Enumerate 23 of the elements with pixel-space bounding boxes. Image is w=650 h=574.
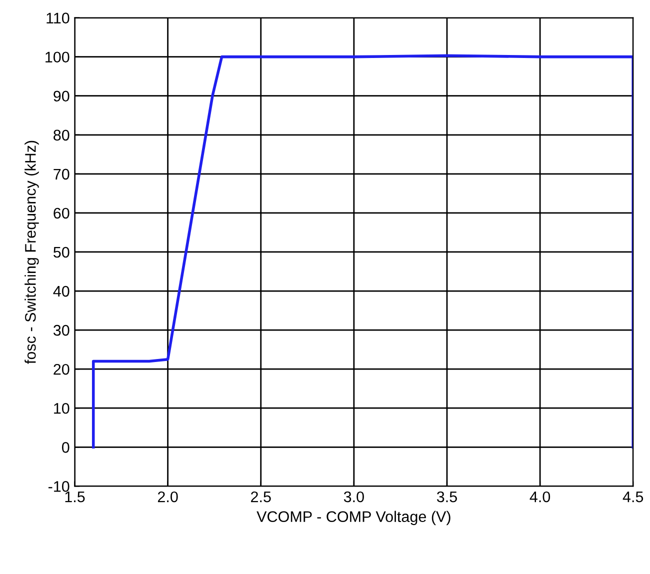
y-tick-label: 110 bbox=[46, 12, 70, 24]
y-tick-label: 70 bbox=[54, 168, 70, 180]
line-series bbox=[92, 54, 634, 449]
y-tick-label: 30 bbox=[53, 324, 70, 336]
y-tick-label: 10 bbox=[54, 402, 70, 414]
x-tick-label: 4.5 bbox=[622, 492, 644, 502]
y-tick-label: 90 bbox=[54, 90, 70, 102]
x-axis-title: VCOMP - COMP Voltage (V) bbox=[256, 510, 450, 526]
x-tick-label: 2.5 bbox=[251, 491, 271, 502]
y-tick-label: 20 bbox=[54, 364, 70, 375]
x-tick-label: 3.0 bbox=[344, 491, 364, 502]
y-tick-label: 50 bbox=[54, 246, 70, 258]
x-tick-label: 2.0 bbox=[158, 491, 178, 502]
y-tick-label: 0 bbox=[62, 442, 70, 453]
x-tick-label: 3.5 bbox=[436, 491, 457, 502]
y-tick-label: 80 bbox=[54, 130, 70, 141]
y-tick-label: 60 bbox=[54, 208, 70, 219]
y-tick-label: -10 bbox=[48, 481, 70, 492]
x-tick-label: 4.0 bbox=[530, 491, 550, 502]
y-tick-label: 40 bbox=[53, 286, 70, 297]
y-axis-title: fosc - Switching Frequency (kHz) bbox=[24, 140, 39, 364]
y-tick-label: 100 bbox=[46, 52, 70, 63]
x-tick-label: 1.5 bbox=[65, 492, 85, 502]
